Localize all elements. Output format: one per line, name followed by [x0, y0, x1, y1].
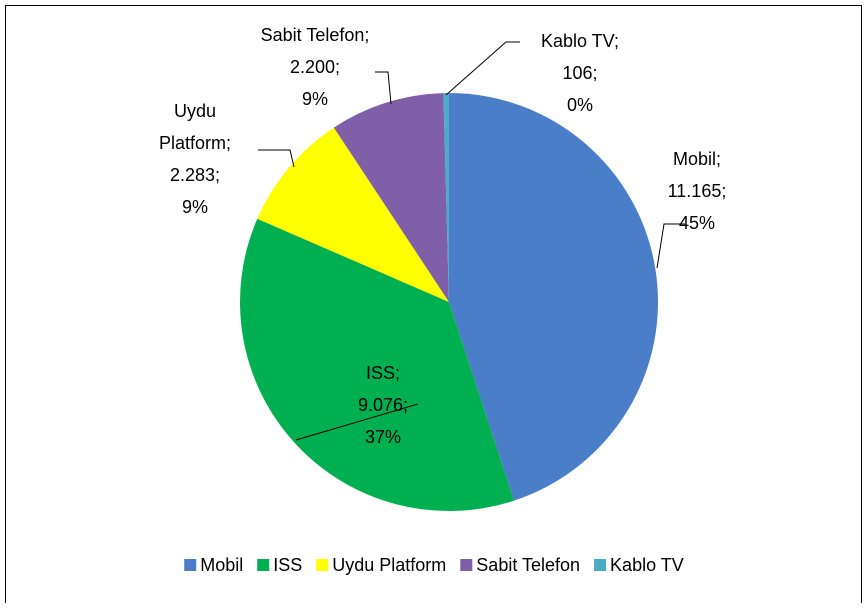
- pie-slice: [443, 93, 449, 302]
- data-label-name: Sabit Telefon: [261, 25, 365, 45]
- pie-slice: [257, 127, 449, 302]
- data-label-value: 11.165: [668, 181, 722, 201]
- data-label-separator: ;: [335, 57, 340, 77]
- data-label-name: Kablo TV: [541, 31, 615, 51]
- legend-label: Sabit Telefon: [476, 555, 580, 575]
- data-label-separator: ;: [403, 395, 408, 415]
- data-label-separator: ;: [215, 165, 220, 185]
- data-label: Mobil; 11.165; 45%: [668, 149, 727, 233]
- data-label-value: 2.200: [290, 57, 335, 77]
- legend-swatch: [594, 559, 607, 571]
- data-label: Sabit Telefon; 2.200; 9%: [261, 25, 370, 109]
- legend-swatch: [184, 559, 197, 571]
- data-label-percent: 0%: [567, 95, 593, 115]
- data-label: Uydu Platform; 2.283; 9%: [159, 101, 231, 217]
- data-label-percent: 45%: [679, 213, 715, 233]
- data-label-separator: ;: [593, 63, 598, 83]
- legend-label: Kablo TV: [610, 555, 684, 575]
- pie-slice: [333, 93, 449, 302]
- legend-swatch: [460, 559, 473, 571]
- data-label-separator: ;: [716, 149, 721, 169]
- legend-swatch: [257, 559, 270, 571]
- leader-line: [295, 403, 419, 441]
- data-label-value: 106: [562, 63, 592, 83]
- data-label-name: Mobil: [673, 149, 716, 169]
- data-label-separator: ;: [395, 363, 400, 383]
- data-label-percent: 9%: [182, 197, 208, 217]
- data-label: ISS; 9.076; 37%: [358, 363, 408, 447]
- leader-line: [258, 149, 295, 168]
- data-label-name: ISS: [366, 363, 395, 383]
- data-label-percent: 9%: [302, 89, 328, 109]
- data-label-percent: 37%: [365, 427, 401, 447]
- leader-line: [375, 71, 392, 105]
- leader-line: [656, 223, 685, 269]
- data-label-value: 2.283: [170, 165, 215, 185]
- legend-label: Mobil: [200, 555, 243, 575]
- data-label-separator: ;: [364, 25, 369, 45]
- data-label-separator: ;: [614, 31, 619, 51]
- legend-label: Uydu Platform: [332, 555, 446, 575]
- data-label-separator: ;: [226, 133, 231, 153]
- pie-slice: [449, 93, 658, 501]
- data-label-value: 9.076: [358, 395, 403, 415]
- data-label: Kablo TV; 106; 0%: [541, 31, 619, 115]
- data-label-name: Uydu Platform: [159, 101, 226, 153]
- legend-label: ISS: [273, 555, 302, 575]
- data-label-separator: ;: [721, 181, 726, 201]
- legend-swatch: [316, 559, 329, 571]
- leader-line: [445, 41, 520, 96]
- pie-slice: [239, 218, 515, 511]
